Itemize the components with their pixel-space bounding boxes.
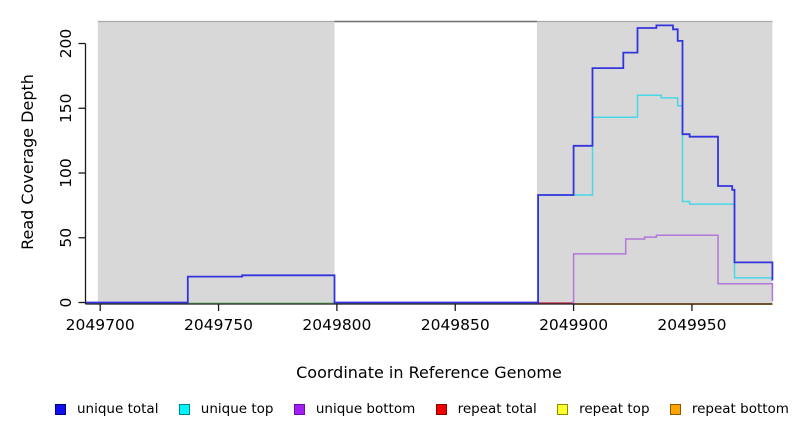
axes: 2049700 2049750 2049800 2049850 2049900 20499… (57, 29, 773, 334)
x-axis-title: Coordinate in Reference Genome (296, 363, 562, 382)
legend-swatch-repeat-bottom (669, 403, 681, 415)
legend-item-unique-top: unique top (178, 401, 274, 417)
right-repeat-region (536, 21, 773, 304)
legend-item-repeat-top: repeat top (557, 401, 650, 417)
x-tick-label: 2049900 (539, 316, 608, 334)
legend-label: repeat top (579, 401, 650, 417)
legend-item-repeat-bottom: repeat bottom (669, 401, 789, 417)
legend-swatch-repeat-top (557, 403, 569, 415)
y-tick-label: 150 (57, 93, 75, 123)
series-unique-bottom (571, 234, 774, 304)
shaded-regions (97, 20, 773, 304)
legend-label: repeat bottom (691, 401, 789, 417)
legend-swatch-unique-total (55, 403, 66, 415)
legend-label: repeat total (457, 401, 537, 417)
y-tick-label: 50 (57, 228, 75, 248)
y-tick-label: 200 (57, 29, 75, 59)
y-axis-title: Read Coverage Depth (18, 74, 37, 250)
series-unique-top (535, 94, 773, 304)
coverage-chart: 2049700 2049750 2049800 2049850 2049900 20499… (18, 20, 774, 334)
x-tick-label: 2049750 (184, 316, 253, 334)
legend-item-repeat-total: repeat total (435, 401, 537, 417)
legend: unique total unique top unique bottom repea… (55, 399, 789, 419)
legend-item-unique-bottom: unique bottom (293, 401, 416, 417)
x-tick-label: 2049850 (421, 316, 490, 334)
legend-label: unique total (77, 401, 159, 417)
legend-label: unique top (200, 401, 274, 417)
x-tick-label: 2049800 (302, 316, 371, 334)
x-tick-label: 2049700 (66, 316, 135, 334)
legend-swatch-unique-bottom (293, 403, 305, 415)
y-tick-label: 100 (57, 158, 75, 188)
x-tick-label: 2049950 (657, 316, 726, 334)
x-axis-title-band: Coordinate in Reference Genome (296, 363, 562, 382)
legend-item-unique-total: unique total (55, 401, 158, 417)
series-unique-total (86, 24, 774, 304)
legend-swatch-unique-top (178, 403, 190, 415)
left-repeat-region (97, 21, 335, 304)
legend-label: unique bottom (315, 401, 416, 417)
y-tick-label: 0 (57, 298, 75, 308)
legend-swatch-repeat-total (435, 403, 447, 415)
